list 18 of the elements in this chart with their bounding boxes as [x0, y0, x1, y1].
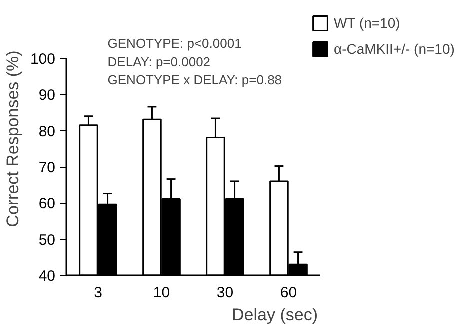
x-axis-title: Delay (sec): [232, 306, 318, 324]
annotation: GENOTYPE x DELAY: p=0.88: [108, 72, 282, 88]
annotation: DELAY: p=0.0002: [108, 54, 211, 70]
y-tick-label: 50: [38, 232, 56, 249]
x-tick-label: 10: [153, 284, 170, 302]
legend-label: α-CaMKII+/- (n=10): [334, 41, 455, 57]
text: GENOTYPE: p<0.0001: [108, 36, 242, 51]
y-tick-label: 80: [38, 123, 56, 140]
y-tick-label: 100: [30, 51, 56, 68]
x-tick-label: 60: [280, 284, 298, 302]
y-axis-title: Correct Responses (%): [3, 50, 22, 228]
y-tick-label: 60: [38, 196, 56, 213]
y-tick-label: 40: [38, 268, 56, 285]
y-tick-label: 90: [38, 87, 56, 104]
y-tick-label: 70: [38, 160, 56, 176]
x-tick-label: 30: [216, 284, 234, 302]
x-tick-label: 3: [94, 284, 102, 302]
legend-label: WT (n=10): [334, 15, 400, 31]
